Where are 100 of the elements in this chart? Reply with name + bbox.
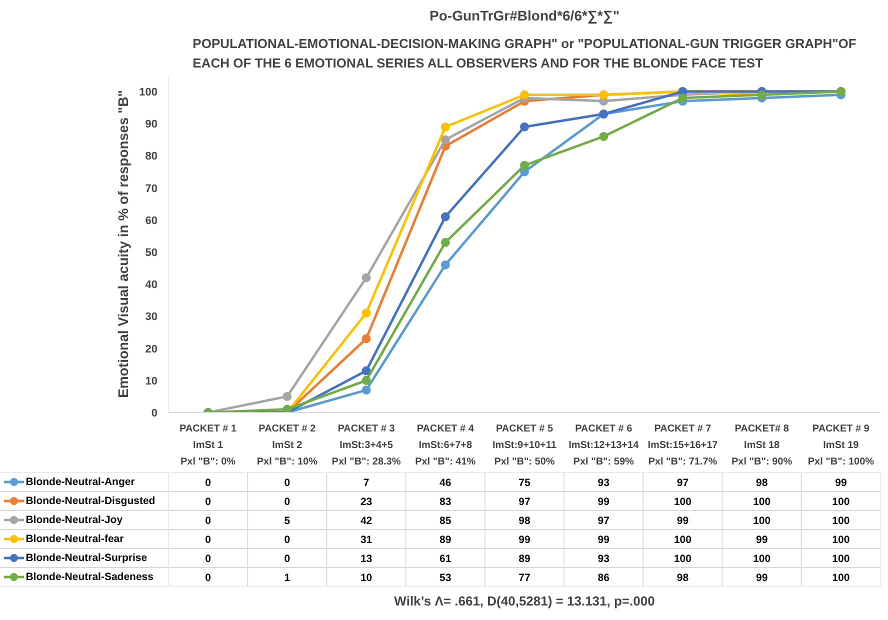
y-tick-label: 50 bbox=[145, 247, 158, 260]
data-label: 99 bbox=[756, 572, 768, 584]
data-label: 86 bbox=[598, 572, 610, 584]
data-label: 100 bbox=[674, 534, 692, 546]
point bbox=[440, 212, 450, 222]
data-label: 100 bbox=[753, 553, 771, 565]
data-label: 99 bbox=[598, 534, 610, 546]
data-label: 93 bbox=[598, 553, 610, 565]
data-label: 53 bbox=[440, 572, 452, 584]
data-label: 1 bbox=[284, 572, 290, 584]
chart-title: Po-GunTrGr#Blond*6/6*∑*∑" bbox=[430, 8, 620, 24]
point bbox=[362, 366, 371, 376]
data-label: 97 bbox=[598, 515, 610, 527]
data-label: 46 bbox=[440, 477, 452, 489]
point bbox=[440, 135, 450, 144]
data-label: 31 bbox=[360, 534, 372, 546]
text: Wilk’s Λ= .661, D(40,5281) = 13.131, p=.000 bbox=[394, 594, 655, 608]
data-label: 5 bbox=[284, 515, 290, 527]
data-label: 98 bbox=[518, 515, 530, 527]
data-label: 100 bbox=[832, 553, 850, 565]
data-label: 100 bbox=[832, 515, 850, 527]
point bbox=[520, 90, 529, 100]
x-tick-label: PACKET # 5 ImSt:9+10+11 Pxl "B": 50% bbox=[492, 424, 557, 468]
data-label: 83 bbox=[440, 496, 452, 508]
point bbox=[520, 160, 529, 170]
data-label: 0 bbox=[284, 534, 290, 546]
data-label: 98 bbox=[756, 477, 768, 489]
y-axis-title: Emotional Visual acuity in % of responses "B" bbox=[115, 90, 132, 398]
x-tick-label: PACKET # 7 ImSt:15+16+17 Pxl "B": 71.7% bbox=[648, 424, 718, 468]
data-label: 0 bbox=[205, 534, 212, 546]
data-label: 0 bbox=[205, 496, 212, 508]
data-label: 85 bbox=[440, 515, 452, 527]
y-tick-label: 100 bbox=[139, 86, 158, 99]
data-label: 89 bbox=[440, 534, 452, 546]
legend-label: Blonde-Neutral-Joy bbox=[26, 514, 123, 526]
y-tick-label: 30 bbox=[145, 311, 158, 324]
y-tick-label: 70 bbox=[145, 182, 158, 195]
legend-label: Blonde-Neutral-fear bbox=[26, 533, 124, 545]
y-tick-label: 90 bbox=[145, 118, 158, 131]
y-tick-label: 0 bbox=[151, 408, 158, 420]
data-label: 100 bbox=[753, 515, 771, 527]
point bbox=[282, 392, 292, 401]
data-label: 23 bbox=[360, 496, 372, 508]
data-label: 10 bbox=[360, 572, 372, 584]
data-label: 99 bbox=[835, 477, 847, 489]
point bbox=[362, 308, 371, 318]
legend-label: Blonde-Neutral-Disgusted bbox=[26, 495, 156, 507]
x-tick-label: PACKET# 8 ImSt 18 Pxl "B": 90% bbox=[732, 424, 792, 468]
point bbox=[362, 376, 371, 385]
y-tick-label: 80 bbox=[145, 150, 158, 163]
data-label: 0 bbox=[205, 515, 212, 527]
data-label: 99 bbox=[518, 534, 530, 546]
y-tick-label: 20 bbox=[145, 343, 158, 356]
point bbox=[362, 273, 371, 282]
data-label: 7 bbox=[363, 477, 370, 489]
data-label: 0 bbox=[205, 572, 212, 584]
y-tick-label: 10 bbox=[145, 375, 158, 388]
data-label: 13 bbox=[360, 553, 372, 565]
point bbox=[599, 132, 608, 141]
data-label: 89 bbox=[518, 553, 530, 565]
y-tick-label: 60 bbox=[145, 214, 158, 227]
data-label: 61 bbox=[440, 553, 452, 565]
data-label: 0 bbox=[284, 477, 290, 489]
data-label: 100 bbox=[832, 534, 850, 546]
data-label: 42 bbox=[360, 515, 372, 527]
legend-label: Blonde-Neutral-Anger bbox=[26, 476, 135, 488]
data-label: 0 bbox=[205, 553, 212, 565]
data-label: 97 bbox=[518, 496, 530, 508]
x-tick-label: PACKET # 3 ImSt:3+4+5 Pxl "B": 28.3% bbox=[332, 424, 401, 468]
data-label: 100 bbox=[674, 553, 692, 565]
chart-subtitle: POPULATIONAL-EMOTIONAL-DECISION-MAKING GRAPH" or "POPULATIONAL-GUN TRIGGER GRAPH"OF EACH OF THE 6 EMOTIONAL SERIES ALL OBSERVERS AND FOR THE BLONDE FACE TEST bbox=[192, 36, 856, 70]
x-tick-label: PACKET # 6 ImSt:12+13+14 Pxl "B": 59% bbox=[568, 424, 640, 468]
data-label: 0 bbox=[284, 553, 290, 565]
legend-label: Blonde-Neutral-Sadeness bbox=[26, 571, 154, 583]
data-label: 0 bbox=[284, 496, 290, 508]
data-label: 98 bbox=[676, 572, 689, 584]
x-tick-label: PACKET # 1 ImSt 1 Pxl "B": 0% bbox=[180, 424, 238, 468]
point bbox=[440, 260, 450, 270]
point bbox=[362, 334, 371, 344]
data-label: 99 bbox=[598, 496, 610, 508]
point bbox=[520, 122, 529, 132]
x-tick-label: PACKET # 4 ImSt:6+7+8 Pxl "B": 41% bbox=[415, 424, 476, 468]
data-label: 0 bbox=[205, 477, 212, 489]
data-label: 97 bbox=[676, 477, 689, 489]
data-label: 99 bbox=[676, 515, 689, 527]
data-label: 100 bbox=[832, 572, 850, 584]
data-label: 93 bbox=[598, 477, 610, 489]
x-tick-label: PACKET # 9 ImSt 19 Pxl "B": 100% bbox=[808, 424, 874, 468]
point bbox=[282, 404, 292, 412]
legend-label: Blonde-Neutral-Surprise bbox=[26, 552, 148, 564]
x-tick-label: PACKET # 2 ImSt 2 Pxl "B": 10% bbox=[256, 424, 318, 468]
data-label: 99 bbox=[756, 534, 768, 546]
data-label: 75 bbox=[518, 477, 530, 489]
point bbox=[678, 93, 688, 102]
y-tick-label: 40 bbox=[145, 279, 158, 292]
data-label: 100 bbox=[753, 496, 771, 508]
point bbox=[440, 122, 450, 132]
point bbox=[440, 238, 450, 247]
data-label: 100 bbox=[674, 496, 692, 508]
data-label: 100 bbox=[832, 496, 850, 508]
